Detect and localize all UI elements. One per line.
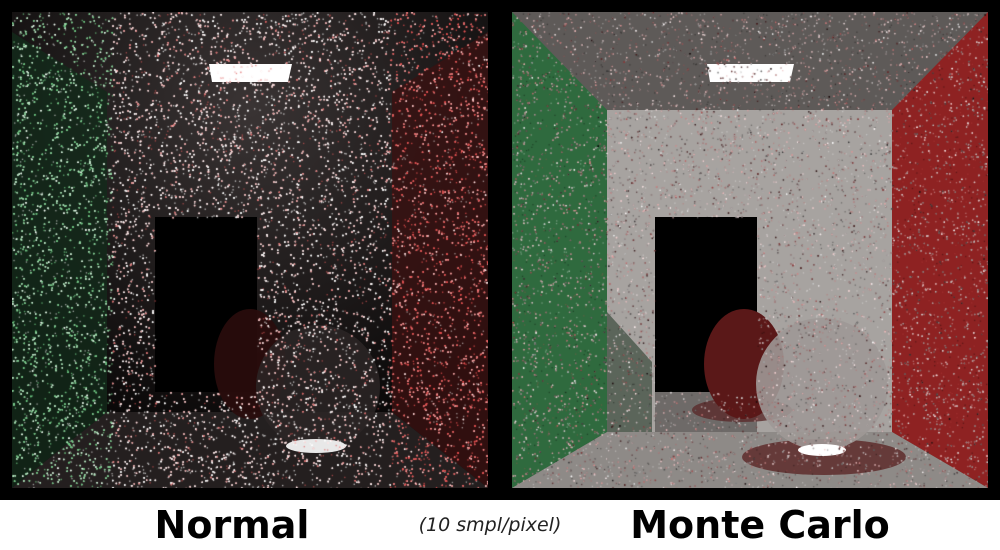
normal-noise-layer: [12, 12, 488, 488]
render-comparison-frame: [0, 0, 1000, 500]
monte-carlo-render-panel: [512, 12, 988, 488]
monte-carlo-noise-layer: [512, 12, 988, 488]
normal-render-panel: [12, 12, 488, 488]
monte-carlo-caption: Monte Carlo: [500, 500, 1000, 550]
